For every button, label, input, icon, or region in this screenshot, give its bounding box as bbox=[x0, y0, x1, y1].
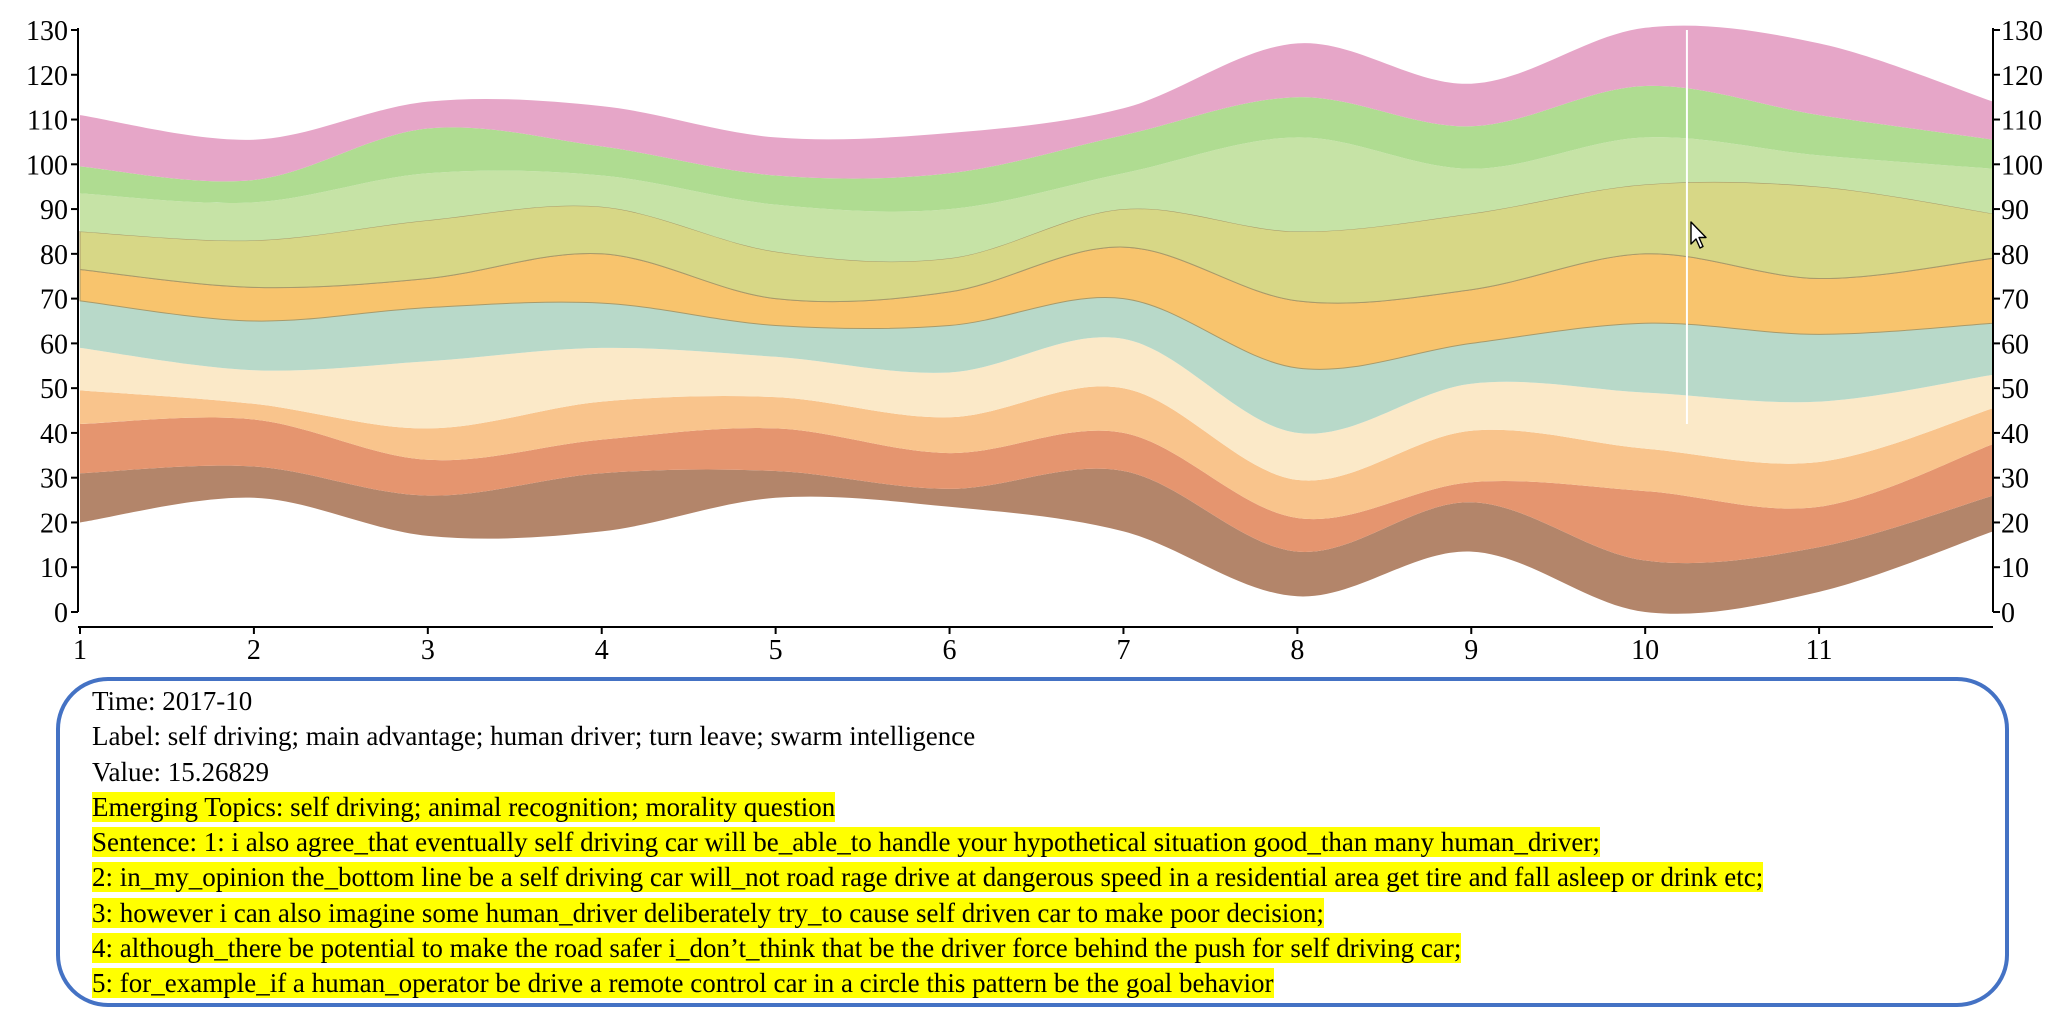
y-tick-label-left: 80 bbox=[40, 240, 68, 271]
y-tick-label-right: 10 bbox=[2001, 553, 2029, 584]
chart-axes: 0 0 10 10 20 20 30 30 40 40 50 50 60 60 70 70 80 80 90 90 10… bbox=[26, 16, 2043, 666]
y-tick-label-left: 130 bbox=[26, 16, 68, 47]
y-tick-label-left: 60 bbox=[40, 329, 68, 360]
info-sentence-2: 2: in_my_opinion the_bottom line be a se… bbox=[92, 862, 1764, 893]
tooltip-info-box bbox=[56, 677, 2009, 1007]
info-emerging-topics: Emerging Topics: self driving; animal re… bbox=[92, 791, 836, 822]
info-sentence-4: 4: although_there be potential to make t… bbox=[92, 933, 1462, 964]
stream-layer-8[interactable] bbox=[80, 137, 1993, 262]
y-tick-label-right: 110 bbox=[2001, 106, 2042, 137]
y-tick-label-right: 70 bbox=[2001, 285, 2029, 316]
x-tick-label: 3 bbox=[421, 635, 435, 666]
y-tick-label-right: 100 bbox=[2001, 150, 2043, 181]
stream-layer-2[interactable] bbox=[80, 417, 1993, 564]
y-tick-label-left: 90 bbox=[40, 195, 68, 226]
y-tick-label-right: 30 bbox=[2001, 464, 2029, 495]
y-tick-label-right: 50 bbox=[2001, 374, 2029, 405]
x-tick-label: 5 bbox=[769, 635, 783, 666]
y-tick-label-right: 60 bbox=[2001, 329, 2029, 360]
x-tick-label: 4 bbox=[595, 635, 609, 666]
y-tick-label-right: 120 bbox=[2001, 61, 2043, 92]
stream-layer-3[interactable] bbox=[80, 386, 1993, 520]
y-tick-label-left: 100 bbox=[26, 150, 68, 181]
x-tick-label: 2 bbox=[247, 635, 261, 666]
x-tick-label: 6 bbox=[943, 635, 957, 666]
info-label: Label: self driving; main advantage; hum… bbox=[92, 721, 976, 752]
info-value: Value: 15.26829 bbox=[92, 756, 269, 787]
stream-layer-10[interactable] bbox=[80, 25, 1993, 182]
y-tick-label-right: 20 bbox=[2001, 508, 2029, 539]
x-tick-label: 1 bbox=[73, 635, 87, 666]
y-tick-label-left: 0 bbox=[54, 598, 68, 629]
info-sentence-5: 5: for_example_if a human_operator be dr… bbox=[92, 968, 1274, 999]
stream-layers bbox=[79, 25, 1994, 614]
y-tick-label-left: 110 bbox=[27, 106, 68, 137]
y-tick-label-right: 90 bbox=[2001, 195, 2029, 226]
x-tick-label: 8 bbox=[1290, 635, 1304, 666]
y-tick-label-right: 80 bbox=[2001, 240, 2029, 271]
y-tick-label-right: 40 bbox=[2001, 419, 2029, 450]
x-tick-label: 7 bbox=[1116, 635, 1130, 666]
y-tick-label-left: 120 bbox=[26, 61, 68, 92]
y-tick-label-left: 50 bbox=[40, 374, 68, 405]
stream-layer-1[interactable] bbox=[80, 465, 1993, 614]
tooltip-content: Time: 2017-10 Label: self driving; main … bbox=[92, 684, 1992, 1002]
info-time: Time: 2017-10 bbox=[92, 686, 253, 716]
x-tick-label: 11 bbox=[1806, 635, 1833, 666]
y-tick-label-left: 40 bbox=[40, 419, 68, 450]
y-tick-label-left: 70 bbox=[40, 285, 68, 316]
info-sentence-1: Sentence: 1: i also agree_that eventuall… bbox=[92, 827, 1600, 858]
x-tick-label: 9 bbox=[1464, 635, 1478, 666]
y-tick-label-right: 130 bbox=[2001, 16, 2043, 47]
stream-layer-4[interactable] bbox=[80, 337, 1993, 481]
streamgraph-chart[interactable]: 0 0 10 10 20 20 30 30 40 40 50 50 60 60 70 70 80 80 90 90 10… bbox=[0, 0, 2068, 690]
mouse-cursor-icon bbox=[1690, 221, 1707, 249]
y-tick-label-right: 0 bbox=[2001, 598, 2015, 629]
info-sentence-3: 3: however i can also imagine some human… bbox=[92, 897, 1324, 928]
x-tick-label: 10 bbox=[1631, 635, 1659, 666]
stream-layer-5[interactable] bbox=[80, 297, 1993, 434]
stream-layer-9[interactable] bbox=[80, 85, 1993, 212]
y-tick-label-left: 20 bbox=[40, 508, 68, 539]
y-tick-label-left: 10 bbox=[40, 553, 68, 584]
y-tick-label-left: 30 bbox=[40, 464, 68, 495]
